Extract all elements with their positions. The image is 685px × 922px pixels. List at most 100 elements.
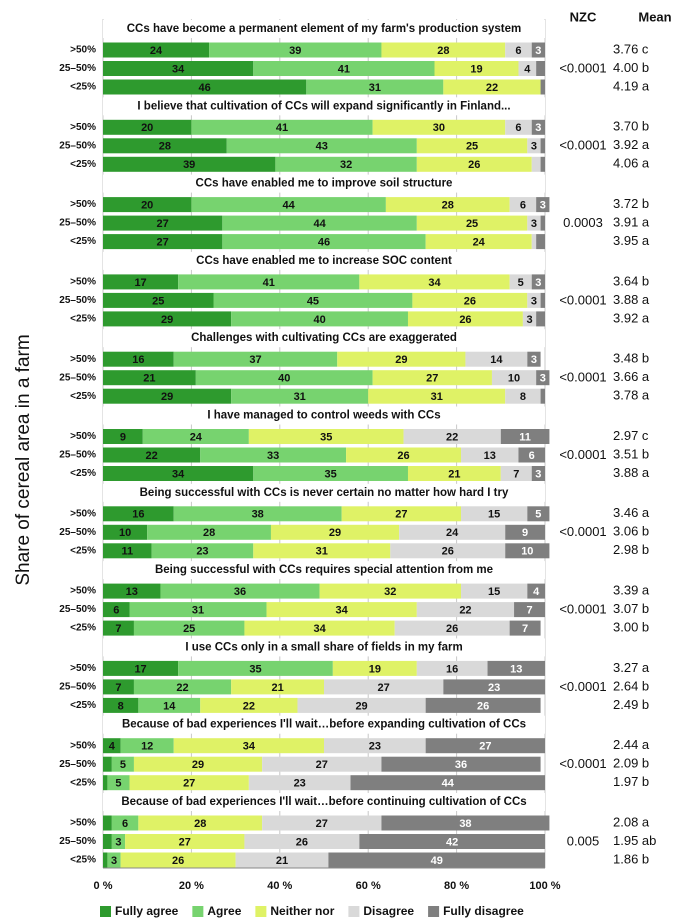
bar-segment [103, 602, 130, 618]
nzc-value: <0.0001 [559, 524, 606, 539]
bar-segment [416, 602, 515, 618]
bar-segment [231, 311, 408, 327]
bar-segment [103, 119, 192, 135]
segment-label: 26 [477, 700, 489, 712]
bar-segment [399, 524, 506, 540]
segment-label: 41 [276, 122, 288, 134]
mean-value: 3.64 b [613, 273, 649, 288]
bar-segment [103, 738, 121, 754]
segment-label: 11 [121, 546, 133, 558]
x-tick-label: 40 % [267, 880, 292, 892]
segment-label: 3 [535, 122, 541, 134]
mean-value: 4.19 a [613, 78, 650, 93]
segment-label: 29 [329, 527, 341, 539]
segment-label: 26 [442, 546, 454, 558]
segment-label: 19 [369, 663, 381, 675]
bar-segment [425, 697, 541, 713]
bar-segment [266, 602, 417, 618]
segment-label: 24 [190, 431, 203, 443]
panel-title: CCs have enabled me to increase SOC cont… [196, 255, 452, 267]
category-label: 25–50% [59, 604, 96, 615]
legend-swatch [348, 906, 360, 917]
bar-segment [509, 197, 537, 213]
segment-label: 16 [132, 509, 144, 521]
bar-segment [407, 466, 501, 481]
segment-label: 4 [524, 63, 531, 75]
segment-label: 24 [150, 45, 163, 57]
bar-segment [103, 583, 161, 599]
bar-segment [443, 79, 541, 95]
bar-segment [407, 311, 523, 327]
segment-label: 26 [172, 855, 184, 867]
category-label: >50% [70, 586, 96, 597]
bar-segment [173, 351, 338, 367]
bar-segment [103, 852, 108, 868]
category-label: <25% [70, 391, 96, 402]
bar-segment [536, 61, 545, 76]
bar-segment [253, 61, 435, 76]
category-label: 25–50% [59, 682, 96, 693]
bar-segment [416, 156, 532, 172]
nzc-value: <0.0001 [559, 60, 606, 75]
nzc-value: <0.0001 [559, 679, 606, 694]
segment-label: 46 [318, 237, 330, 249]
category-label: <25% [70, 236, 96, 247]
mean-value: 3.46 a [613, 505, 650, 520]
bar-segment [297, 697, 426, 713]
segment-label: 9 [522, 527, 528, 539]
bar-segment [394, 620, 510, 636]
panel-title: Because of bad experiences I'll wait…bef… [121, 796, 526, 808]
bar-segment [103, 61, 254, 76]
segment-label: 24 [473, 237, 486, 249]
segment-label: 40 [313, 314, 325, 326]
bar-segment [103, 506, 174, 522]
x-tick-label: 0 % [94, 880, 113, 892]
bar-segment [324, 738, 426, 754]
bar-segment [103, 756, 112, 772]
bar-segment [147, 524, 271, 540]
segment-label: 3 [531, 295, 537, 307]
category-label: >50% [70, 277, 96, 288]
segment-label: 36 [455, 759, 467, 771]
segment-label: 5 [535, 509, 541, 521]
bar-segment [328, 852, 545, 868]
legend-label: Fully agree [115, 904, 179, 918]
segment-label: 26 [459, 314, 471, 326]
bar-segment [191, 119, 373, 135]
segment-label: 3 [540, 373, 546, 385]
segment-label: 3 [115, 836, 121, 848]
segment-label: 35 [249, 663, 261, 675]
bar-segment [527, 215, 541, 231]
bar-segment [540, 79, 545, 95]
bar-segment [103, 79, 307, 95]
segment-label: 15 [488, 509, 500, 521]
bar-segment [103, 429, 143, 444]
bar-segment [540, 215, 545, 231]
segment-label: 14 [163, 700, 176, 712]
bar-segment [514, 602, 545, 618]
mean-value: 3.27 a [613, 660, 650, 675]
segment-label: 3 [111, 855, 117, 867]
bar-segment [518, 447, 545, 463]
bar-segment [120, 738, 174, 754]
bar-segment [461, 447, 519, 463]
bar-segment [390, 543, 506, 559]
nzc-value: <0.0001 [559, 602, 606, 617]
bar-segment [248, 429, 404, 444]
segment-label: 13 [484, 450, 496, 462]
bar-segment [244, 834, 360, 849]
panel-title-bg [103, 174, 545, 193]
bar-segment [103, 543, 152, 559]
bar-segment [103, 215, 223, 231]
panel-title: I believe that cultivation of CCs will e… [137, 100, 510, 112]
category-label: >50% [70, 354, 96, 365]
bar-segment [262, 756, 382, 772]
category-label: 25–50% [59, 450, 96, 461]
segment-label: 29 [161, 314, 173, 326]
bar-segment [111, 834, 126, 849]
segment-label: 19 [470, 63, 482, 75]
segment-label: 7 [522, 623, 528, 635]
bar-segment [103, 138, 227, 154]
segment-label: 28 [159, 141, 171, 153]
segment-label: 25 [152, 295, 164, 307]
